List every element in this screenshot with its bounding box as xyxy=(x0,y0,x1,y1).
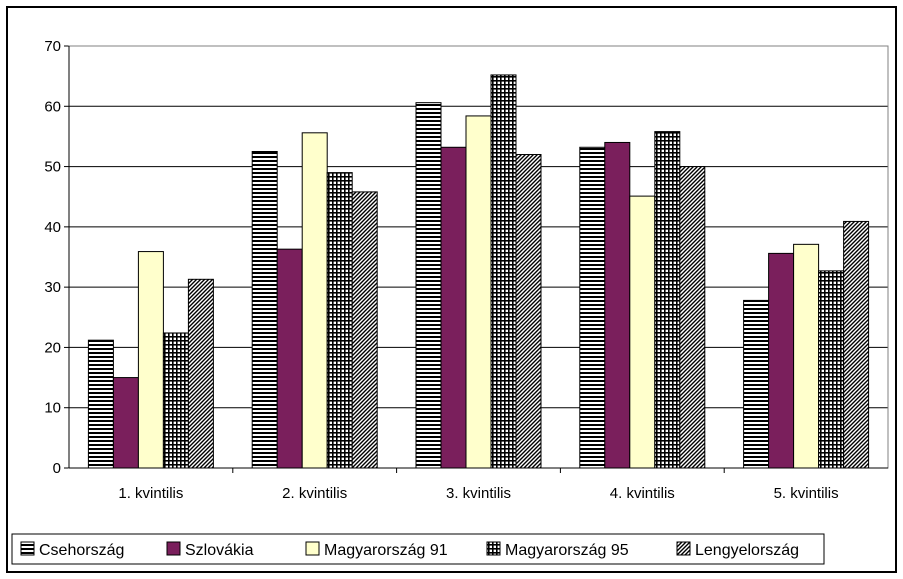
bar-1-3 xyxy=(415,102,442,469)
plot-area: 0 10 20 30 40 50 60 70 1. kvintilis 2. kvintilis 3… xyxy=(44,38,889,502)
bar-2-1 xyxy=(112,377,139,469)
x-tick-label: 1. kvintilis xyxy=(118,485,183,502)
bar-5-2 xyxy=(351,191,378,469)
bar-5-4 xyxy=(679,166,706,469)
bar-5-3 xyxy=(515,154,542,469)
legend-label-1: Csehország xyxy=(39,542,124,559)
x-tick-label: 2. kvintilis xyxy=(282,485,347,502)
legend-swatch-4 xyxy=(486,541,501,556)
y-tick-label: 30 xyxy=(44,279,61,296)
y-tick-label: 0 xyxy=(53,460,61,477)
bar-3-4 xyxy=(629,195,656,469)
bar-4-4 xyxy=(654,131,681,469)
y-tick-label: 50 xyxy=(44,159,61,176)
legend-swatch-5 xyxy=(676,541,691,556)
y-tick-label: 70 xyxy=(44,38,61,55)
bar-5-1 xyxy=(187,278,214,469)
bar-4-2 xyxy=(326,172,353,469)
legend-label-5: Lengyelország xyxy=(695,542,799,559)
bar-2-5 xyxy=(768,252,795,469)
chart-frame: 0 10 20 30 40 50 60 70 1. kvintilis 2. kvintilis 3… xyxy=(6,6,897,573)
y-tick-label: 60 xyxy=(44,98,61,115)
bar-4-5 xyxy=(818,270,845,469)
y-tick-label: 10 xyxy=(44,400,61,417)
legend-label-2: Szlovákia xyxy=(185,542,254,559)
bar-4-3 xyxy=(490,74,517,469)
x-tick-label: 5. kvintilis xyxy=(774,485,839,502)
bar-4-1 xyxy=(162,332,189,469)
legend: Csehország Szlovákia Magyarország 91 Magyar… xyxy=(11,533,825,565)
y-tick-label: 40 xyxy=(44,219,61,236)
bar-3-5 xyxy=(793,243,820,469)
bar-1-5 xyxy=(743,299,770,469)
bar-1-1 xyxy=(87,339,114,469)
bar-3-3 xyxy=(465,115,492,469)
bar-2-3 xyxy=(440,146,467,469)
bar-chart: 0 10 20 30 40 50 60 70 1. kvintilis 2. kvintilis 3… xyxy=(11,38,889,565)
bar-5-5 xyxy=(843,220,870,469)
legend-label-4: Magyarország 95 xyxy=(505,542,629,559)
bar-1-4 xyxy=(579,146,606,469)
legend-label-3: Magyarország 91 xyxy=(324,542,448,559)
legend-swatch-2 xyxy=(166,541,181,556)
x-tick-label: 3. kvintilis xyxy=(446,485,511,502)
bar-3-2 xyxy=(301,132,328,469)
y-tick-label: 20 xyxy=(44,339,61,356)
bar-3-1 xyxy=(137,251,164,469)
legend-swatch-3 xyxy=(305,541,320,556)
x-tick-label: 4. kvintilis xyxy=(610,485,675,502)
legend-swatch-1 xyxy=(20,541,35,556)
bar-1-2 xyxy=(251,151,278,469)
bar-2-4 xyxy=(604,141,631,469)
bar-2-2 xyxy=(276,248,303,469)
